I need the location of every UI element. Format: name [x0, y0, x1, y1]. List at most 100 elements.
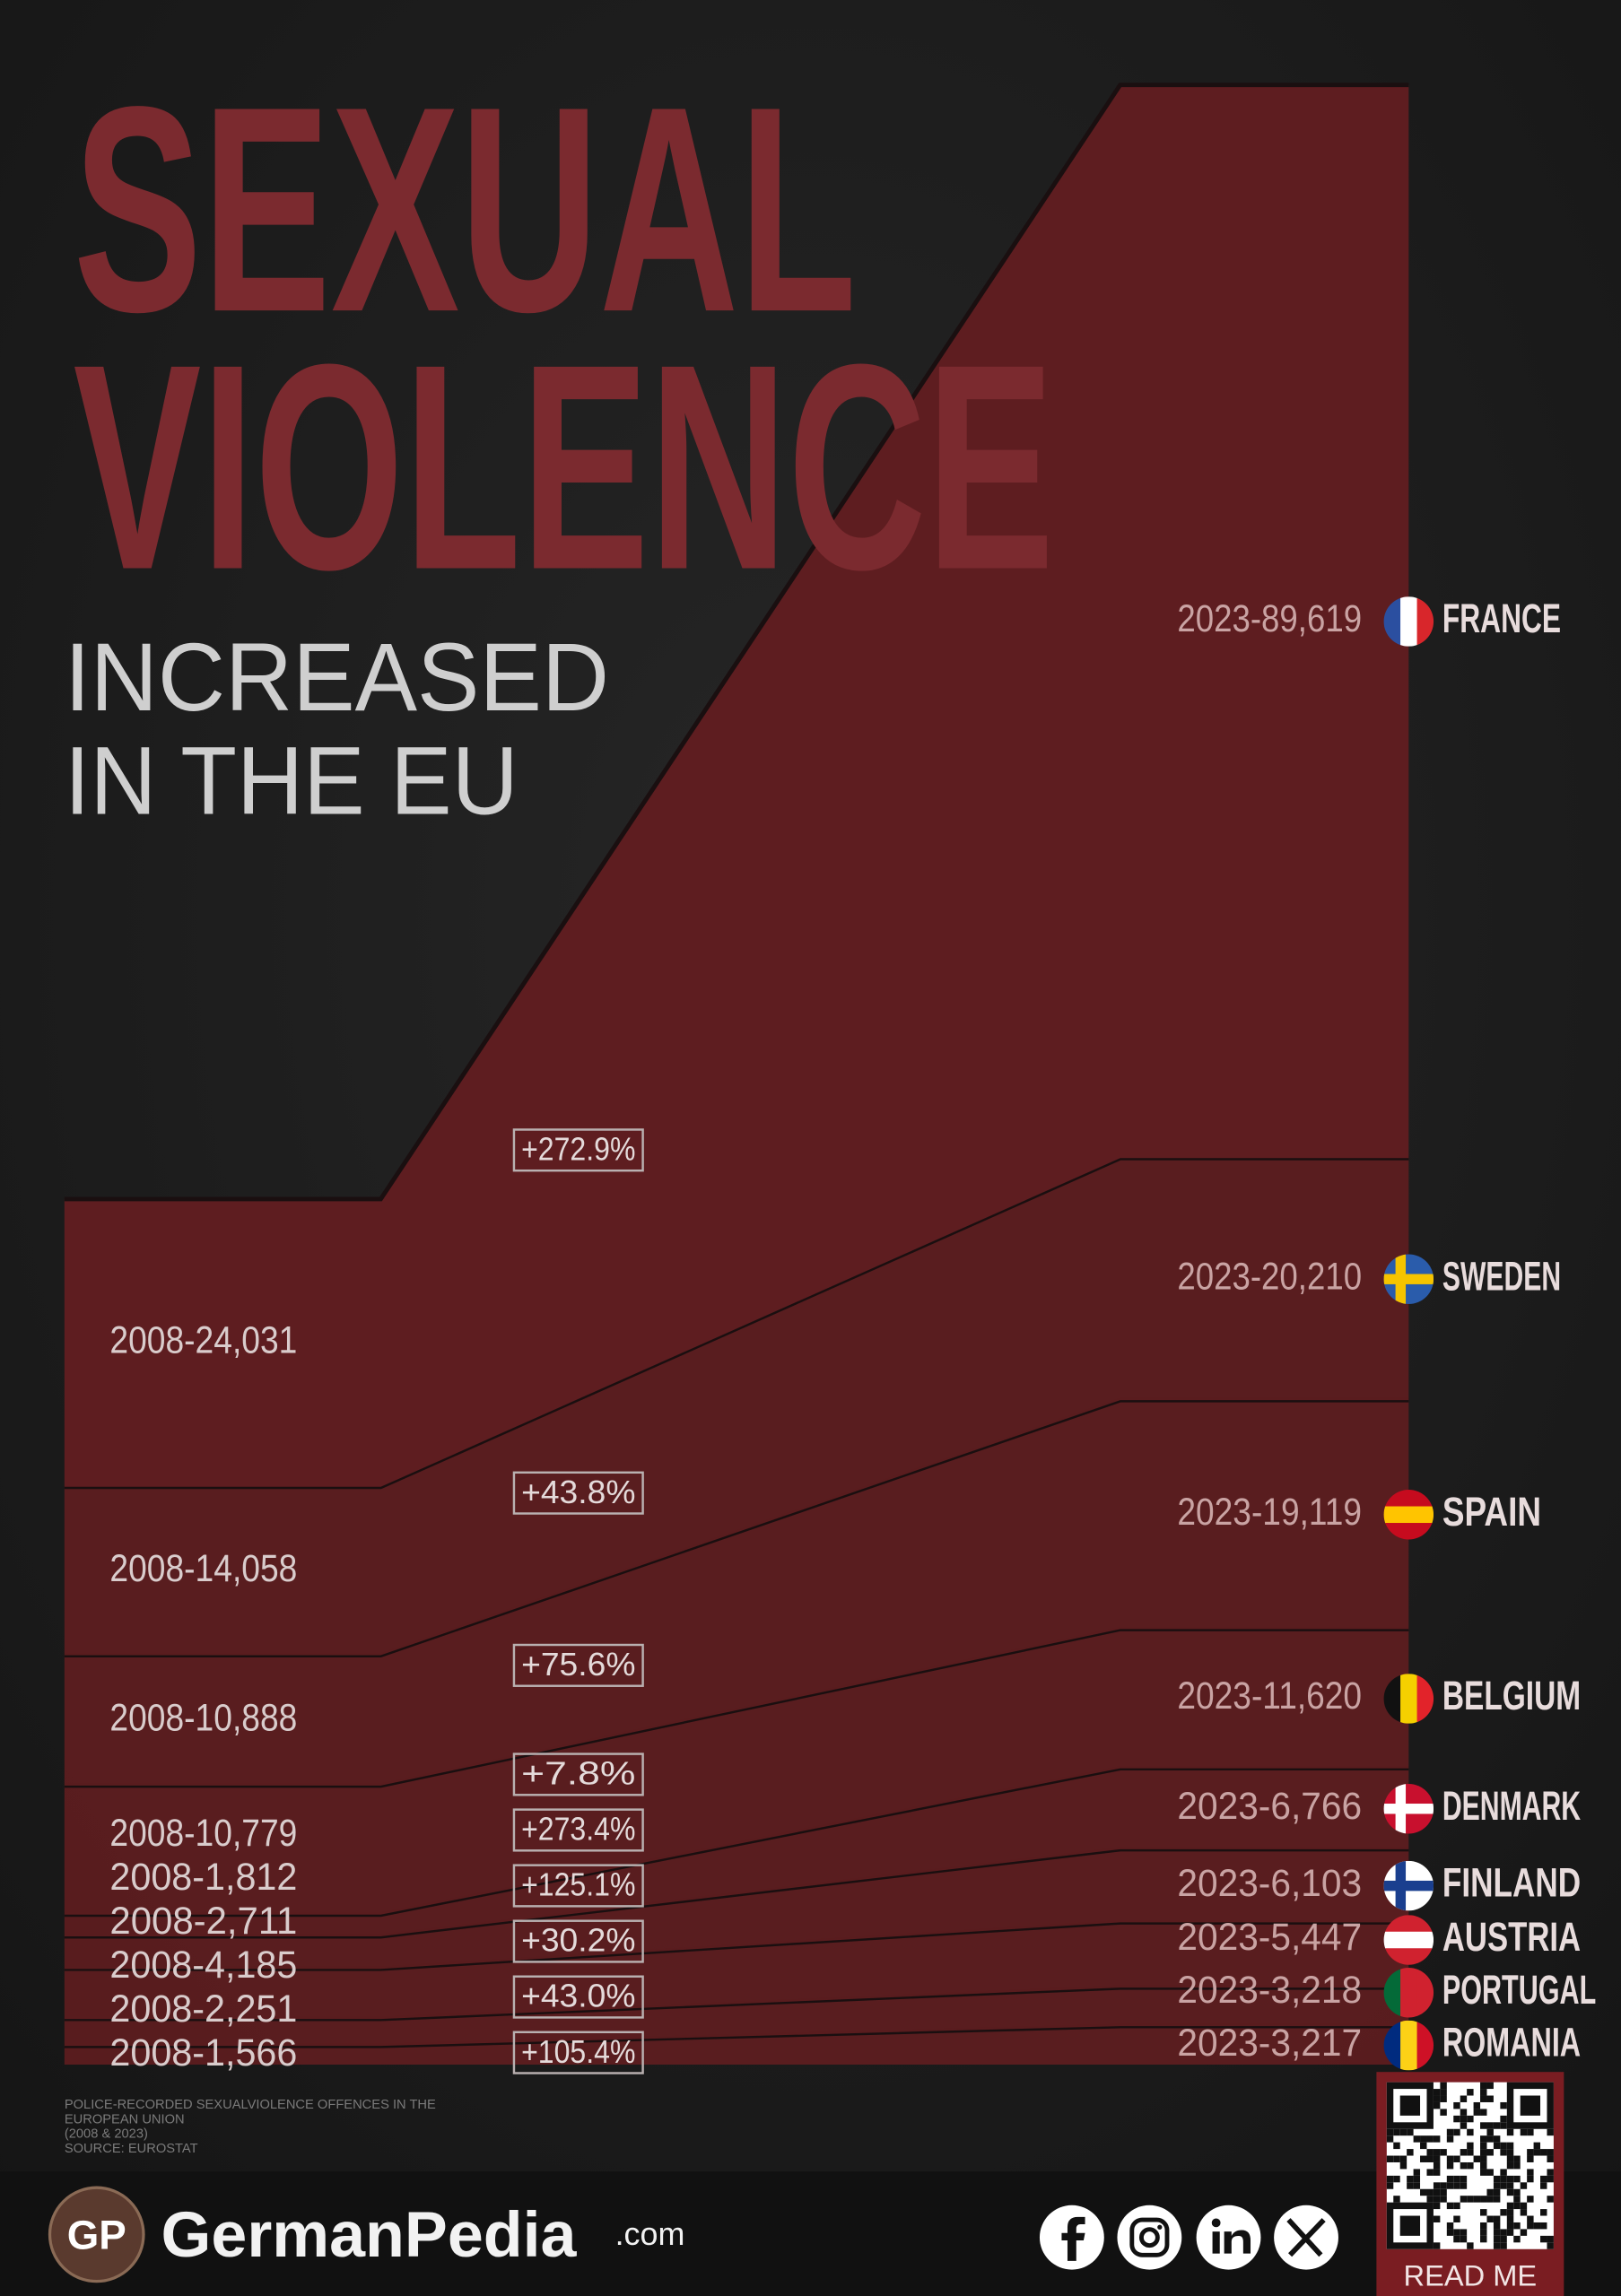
qr-module [1460, 2182, 1468, 2189]
qr-module [1493, 2215, 1501, 2222]
qr-module [1493, 2235, 1501, 2243]
qr-module [1467, 2142, 1474, 2150]
qr-module [1527, 2149, 1534, 2156]
flag [1383, 1674, 1434, 1724]
qr-module [1486, 2095, 1494, 2102]
qr-module [1480, 2169, 1487, 2176]
read-me[interactable]: READ ME [1404, 2259, 1538, 2292]
qr-module [1506, 2161, 1514, 2170]
area-band [64, 1987, 1409, 2047]
change-box [512, 1919, 644, 1963]
change-label: +272.9% [521, 1130, 635, 1167]
title-line: VIOLENCE [74, 303, 1055, 631]
qr-module [1460, 2161, 1468, 2170]
qr-module [1493, 2142, 1501, 2150]
flag [1383, 596, 1434, 647]
value-label-2023: 2023-3,217 [1177, 2022, 1362, 2064]
qr-module [1480, 2222, 1487, 2230]
qr-module [1480, 2089, 1487, 2096]
footer-bar [0, 2171, 1621, 2296]
area-band [64, 1922, 1409, 2020]
flag [1383, 1783, 1434, 1834]
qr-module [1473, 2155, 1481, 2162]
qr-module [1480, 2082, 1487, 2090]
qr-module [1547, 2235, 1554, 2243]
qr-module [1500, 2169, 1507, 2176]
flag [1383, 1254, 1434, 1304]
qr-module [1453, 2182, 1460, 2189]
qr-module [1486, 2128, 1494, 2136]
qr-module [1500, 2149, 1507, 2156]
qr-module [1486, 2215, 1494, 2222]
country-name: ROMANIA [1442, 2020, 1581, 2066]
qr-module [1520, 2209, 1528, 2216]
qr-module [1540, 2222, 1547, 2230]
flag-stripe [1383, 1523, 1434, 1540]
title-line: SEXUAL [74, 46, 857, 373]
value-label-2023: 2023-6,766 [1177, 1785, 1362, 1827]
qr-module [1426, 2188, 1434, 2196]
subtitle-line: IN THE EU [65, 726, 519, 835]
qr-module [1533, 2222, 1541, 2230]
qr-module [1480, 2122, 1487, 2129]
qr-button[interactable]: READ ME [1376, 2072, 1564, 2296]
instagram[interactable] [1117, 2205, 1182, 2270]
subtitle-line: INCREASED [65, 622, 609, 731]
flag-stripe [1383, 1506, 1434, 1524]
qr-module [1440, 2188, 1447, 2196]
qr-module [1453, 2235, 1460, 2243]
qr-module [1480, 2095, 1487, 2102]
qr-module [1393, 2142, 1400, 2150]
qr-module [1453, 2175, 1460, 2183]
note-line: POLICE-RECORDED SEXUALVIOLENCE OFFENCES … [65, 2098, 436, 2112]
qr-module [1386, 2155, 1394, 2162]
qr-module [1473, 2109, 1481, 2116]
country-name: AUSTRIA [1442, 1914, 1581, 1960]
area-band [64, 1158, 1409, 1656]
qr-module [1440, 2182, 1447, 2189]
flag-stripe [1383, 1948, 1434, 1965]
country-name: PORTUGAL [1442, 1967, 1596, 2013]
country-name: FINLAND [1442, 1860, 1581, 1906]
qr-module [1446, 2222, 1454, 2230]
qr-module [1527, 2215, 1534, 2222]
qr-module [1506, 2209, 1514, 2216]
change-label: +125.1% [521, 1866, 635, 1903]
qr-module [1527, 2222, 1534, 2230]
qr-module [1467, 2115, 1474, 2123]
qr-module [1467, 2089, 1474, 2096]
qr-code [1386, 2082, 1554, 2249]
change-label: +7.8% [521, 1755, 635, 1792]
qr-module [1420, 2188, 1427, 2196]
x-twitter[interactable] [1274, 2205, 1338, 2270]
flag-stripe [1383, 1931, 1434, 1950]
qr-finder [1399, 2215, 1421, 2236]
linkedin[interactable] [1196, 2205, 1261, 2270]
qr-module [1506, 2229, 1514, 2236]
qr-module [1446, 2175, 1454, 2183]
qr-module [1486, 2082, 1494, 2090]
social-links [1039, 2205, 1338, 2270]
qr-module [1480, 2109, 1487, 2116]
facebook[interactable] [1039, 2205, 1104, 2270]
qr-module [1486, 2135, 1494, 2143]
qr-module [1506, 2149, 1514, 2156]
qr-module [1480, 2135, 1487, 2143]
qr-module [1460, 2095, 1468, 2102]
value-label-2023: 2023-19,119 [1177, 1491, 1362, 1533]
qr-module [1426, 2149, 1434, 2156]
qr-module [1527, 2196, 1534, 2203]
qr-module [1513, 2175, 1521, 2183]
qr-module [1453, 2155, 1460, 2162]
qr-module [1393, 2155, 1400, 2162]
qr-module [1433, 2169, 1441, 2176]
qr-module [1513, 2161, 1521, 2170]
value-label-2008: 2008-10,779 [109, 1812, 297, 1854]
qr-module [1506, 2222, 1514, 2230]
change-box [512, 1752, 644, 1796]
qr-module [1453, 2215, 1460, 2222]
qr-module [1420, 2135, 1427, 2143]
change-label: +273.4% [521, 1811, 635, 1848]
qr-module [1506, 2188, 1514, 2196]
chart-area [64, 83, 1409, 2066]
